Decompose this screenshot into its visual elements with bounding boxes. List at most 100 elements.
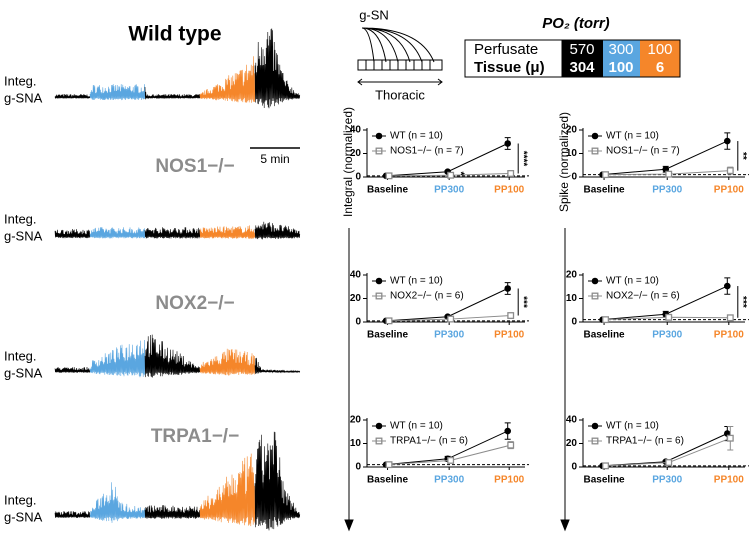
x-tick-label: PP100: [714, 185, 744, 196]
x-tick-label: PP100: [714, 475, 744, 486]
point: [665, 170, 673, 178]
trace: [199, 56, 256, 103]
trace: [254, 28, 301, 109]
legend-label: WT (n = 10): [606, 421, 659, 432]
legend-label: NOS1−/− (n = 7): [390, 146, 464, 157]
trace: [54, 228, 91, 239]
legend-label: TRPA1−/− (n = 6): [606, 436, 684, 447]
x-tick-label: PP100: [494, 475, 524, 486]
table-text: 570: [569, 41, 594, 58]
y-tick-label: 40: [350, 270, 362, 281]
x-tick-label: PP300: [434, 475, 464, 486]
table-text: 6: [656, 59, 664, 76]
trace: [89, 482, 146, 523]
table-text: 300: [608, 41, 633, 58]
y-axis-label: Spike (normalized): [557, 112, 571, 212]
trace-ylabel: g-SNA: [4, 90, 43, 105]
point: [602, 171, 610, 179]
arrow: [560, 228, 570, 532]
x-tick-label: PP300: [434, 330, 464, 341]
trace: [199, 225, 256, 239]
x-tick-label: Baseline: [583, 330, 625, 341]
legend-label: WT (n = 10): [606, 276, 659, 287]
y-tick-label: 0: [571, 317, 577, 328]
trace: [54, 511, 91, 518]
x-tick-label: Baseline: [367, 330, 409, 341]
point: [726, 167, 734, 175]
x-tick-label: Baseline: [367, 475, 409, 486]
y-axis-label: Integral (normalized): [341, 107, 355, 217]
legend-label: NOX2−/− (n = 6): [606, 291, 680, 302]
significance: *: [455, 172, 466, 176]
point: [504, 427, 512, 435]
schematic-axis: Thoracic: [375, 87, 425, 102]
point: [665, 313, 673, 321]
trace-label: NOX2−/−: [155, 293, 234, 314]
table-text: 304: [569, 59, 595, 76]
trace: [199, 348, 256, 376]
x-tick-label: Baseline: [583, 185, 625, 196]
y-tick-label: 0: [355, 172, 361, 183]
table-title: PO₂ (torr): [542, 15, 609, 32]
point: [507, 170, 515, 177]
table-cell: [464, 39, 563, 78]
point: [724, 282, 731, 290]
y-tick-label: 10: [566, 148, 578, 159]
y-tick-label: 20: [566, 438, 578, 449]
trace: [89, 339, 146, 378]
trace: [144, 227, 201, 239]
arrow: [344, 228, 354, 532]
trace: [89, 84, 146, 101]
point: [726, 434, 734, 442]
x-tick-label: PP100: [494, 330, 524, 341]
point: [447, 171, 455, 179]
x-tick-label: PP300: [652, 185, 682, 196]
trace-ylabel: g-SNA: [4, 365, 43, 380]
trace-ylabel: Integ.: [4, 348, 37, 363]
y-tick-label: 20: [566, 270, 578, 281]
x-tick-label: PP300: [434, 185, 464, 196]
x-tick-label: PP300: [652, 475, 682, 486]
trace: [54, 366, 91, 373]
table-cell: [603, 40, 640, 77]
y-tick-label: 20: [350, 148, 362, 159]
point: [385, 172, 393, 180]
point: [724, 137, 731, 145]
trace-label: TRPA1−/−: [151, 426, 239, 447]
x-tick-label: PP100: [714, 330, 744, 341]
point: [385, 317, 393, 325]
table-cell: [562, 40, 603, 77]
trace: [254, 221, 301, 240]
trace-label: NOS1−/−: [155, 156, 234, 177]
point: [385, 461, 393, 469]
trace: [144, 86, 201, 100]
table-text: 100: [608, 59, 633, 76]
trace: [254, 357, 301, 375]
table-cell: [640, 40, 680, 77]
point: [504, 140, 512, 147]
x-tick-label: Baseline: [583, 475, 625, 486]
trace: [144, 334, 201, 378]
legend-label: NOX2−/− (n = 6): [390, 291, 464, 302]
table-border: [464, 39, 681, 78]
trace-ylabel: g-SNA: [4, 509, 43, 524]
significance: ***: [518, 296, 529, 308]
trace: [54, 94, 91, 99]
table-text: Perfusate: [474, 41, 538, 58]
y-tick-label: 20: [350, 293, 362, 304]
table-text: 100: [647, 41, 672, 58]
table-text: Tissue (μ): [474, 59, 545, 76]
y-tick-label: 40: [566, 415, 578, 426]
y-tick-label: 0: [571, 462, 577, 473]
point: [447, 456, 455, 464]
trace-ylabel: Integ.: [4, 73, 37, 88]
trace-label: Wild type: [128, 23, 221, 46]
trace: [89, 227, 146, 239]
point: [507, 441, 515, 449]
significance: **: [737, 152, 748, 160]
scale-bar-label: 5 min: [260, 152, 289, 166]
x-tick-label: PP100: [494, 185, 524, 196]
trace-ylabel: Integ.: [4, 211, 37, 226]
y-tick-label: 20: [350, 415, 362, 426]
